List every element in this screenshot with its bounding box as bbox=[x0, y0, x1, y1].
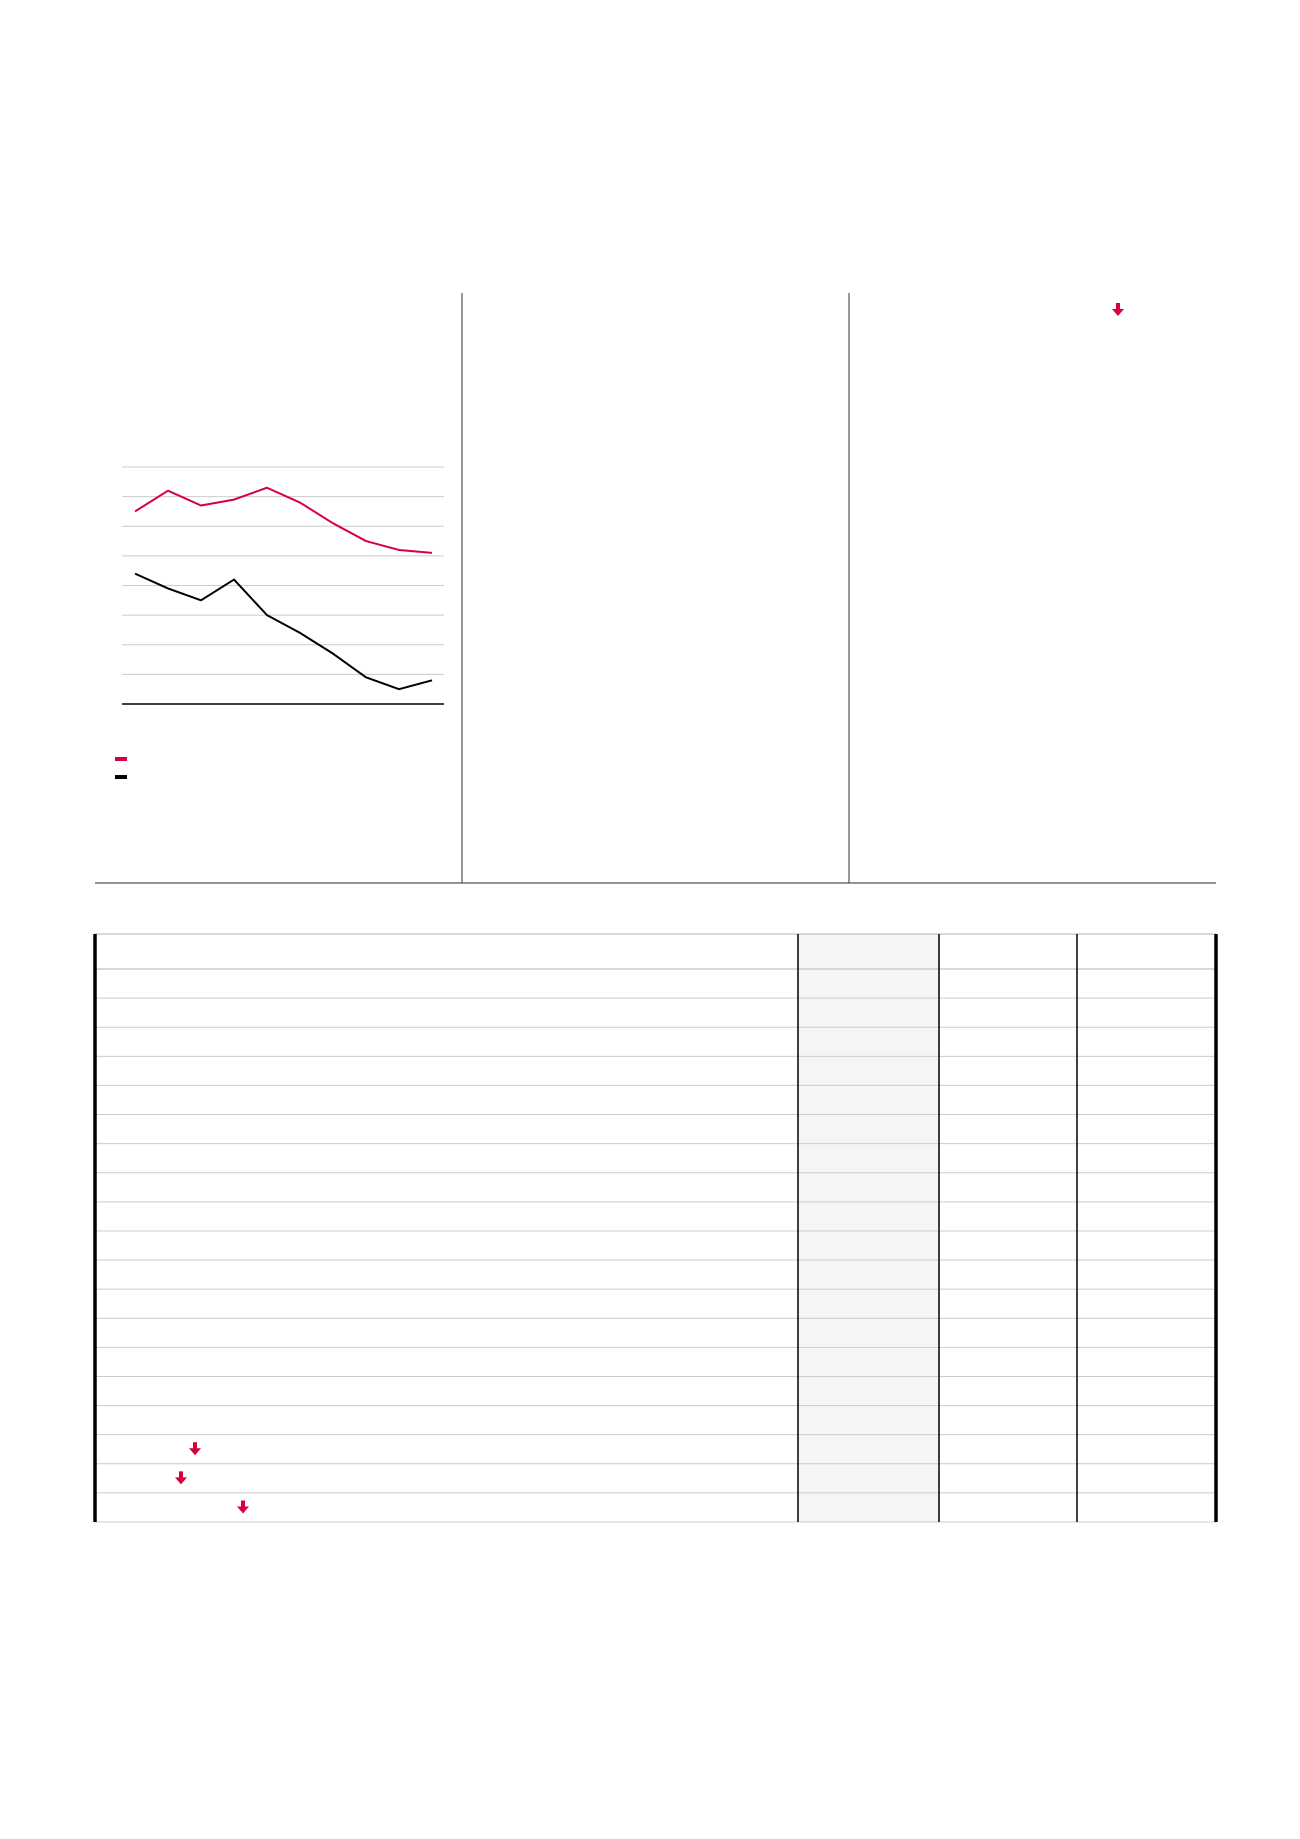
line-chart bbox=[115, 466, 444, 779]
arrow-down-icon bbox=[175, 1471, 187, 1485]
series-line-1 bbox=[134, 486, 433, 554]
arrow-down-icon bbox=[189, 1442, 201, 1456]
shaded-column bbox=[798, 934, 939, 1522]
data-table bbox=[93, 933, 1218, 1523]
legend-swatch-1 bbox=[115, 757, 127, 761]
legend-swatch-2 bbox=[115, 775, 127, 779]
arrow-down-icon bbox=[237, 1500, 249, 1514]
series-line-2 bbox=[134, 572, 433, 691]
arrow-down-icon bbox=[1112, 303, 1124, 316]
